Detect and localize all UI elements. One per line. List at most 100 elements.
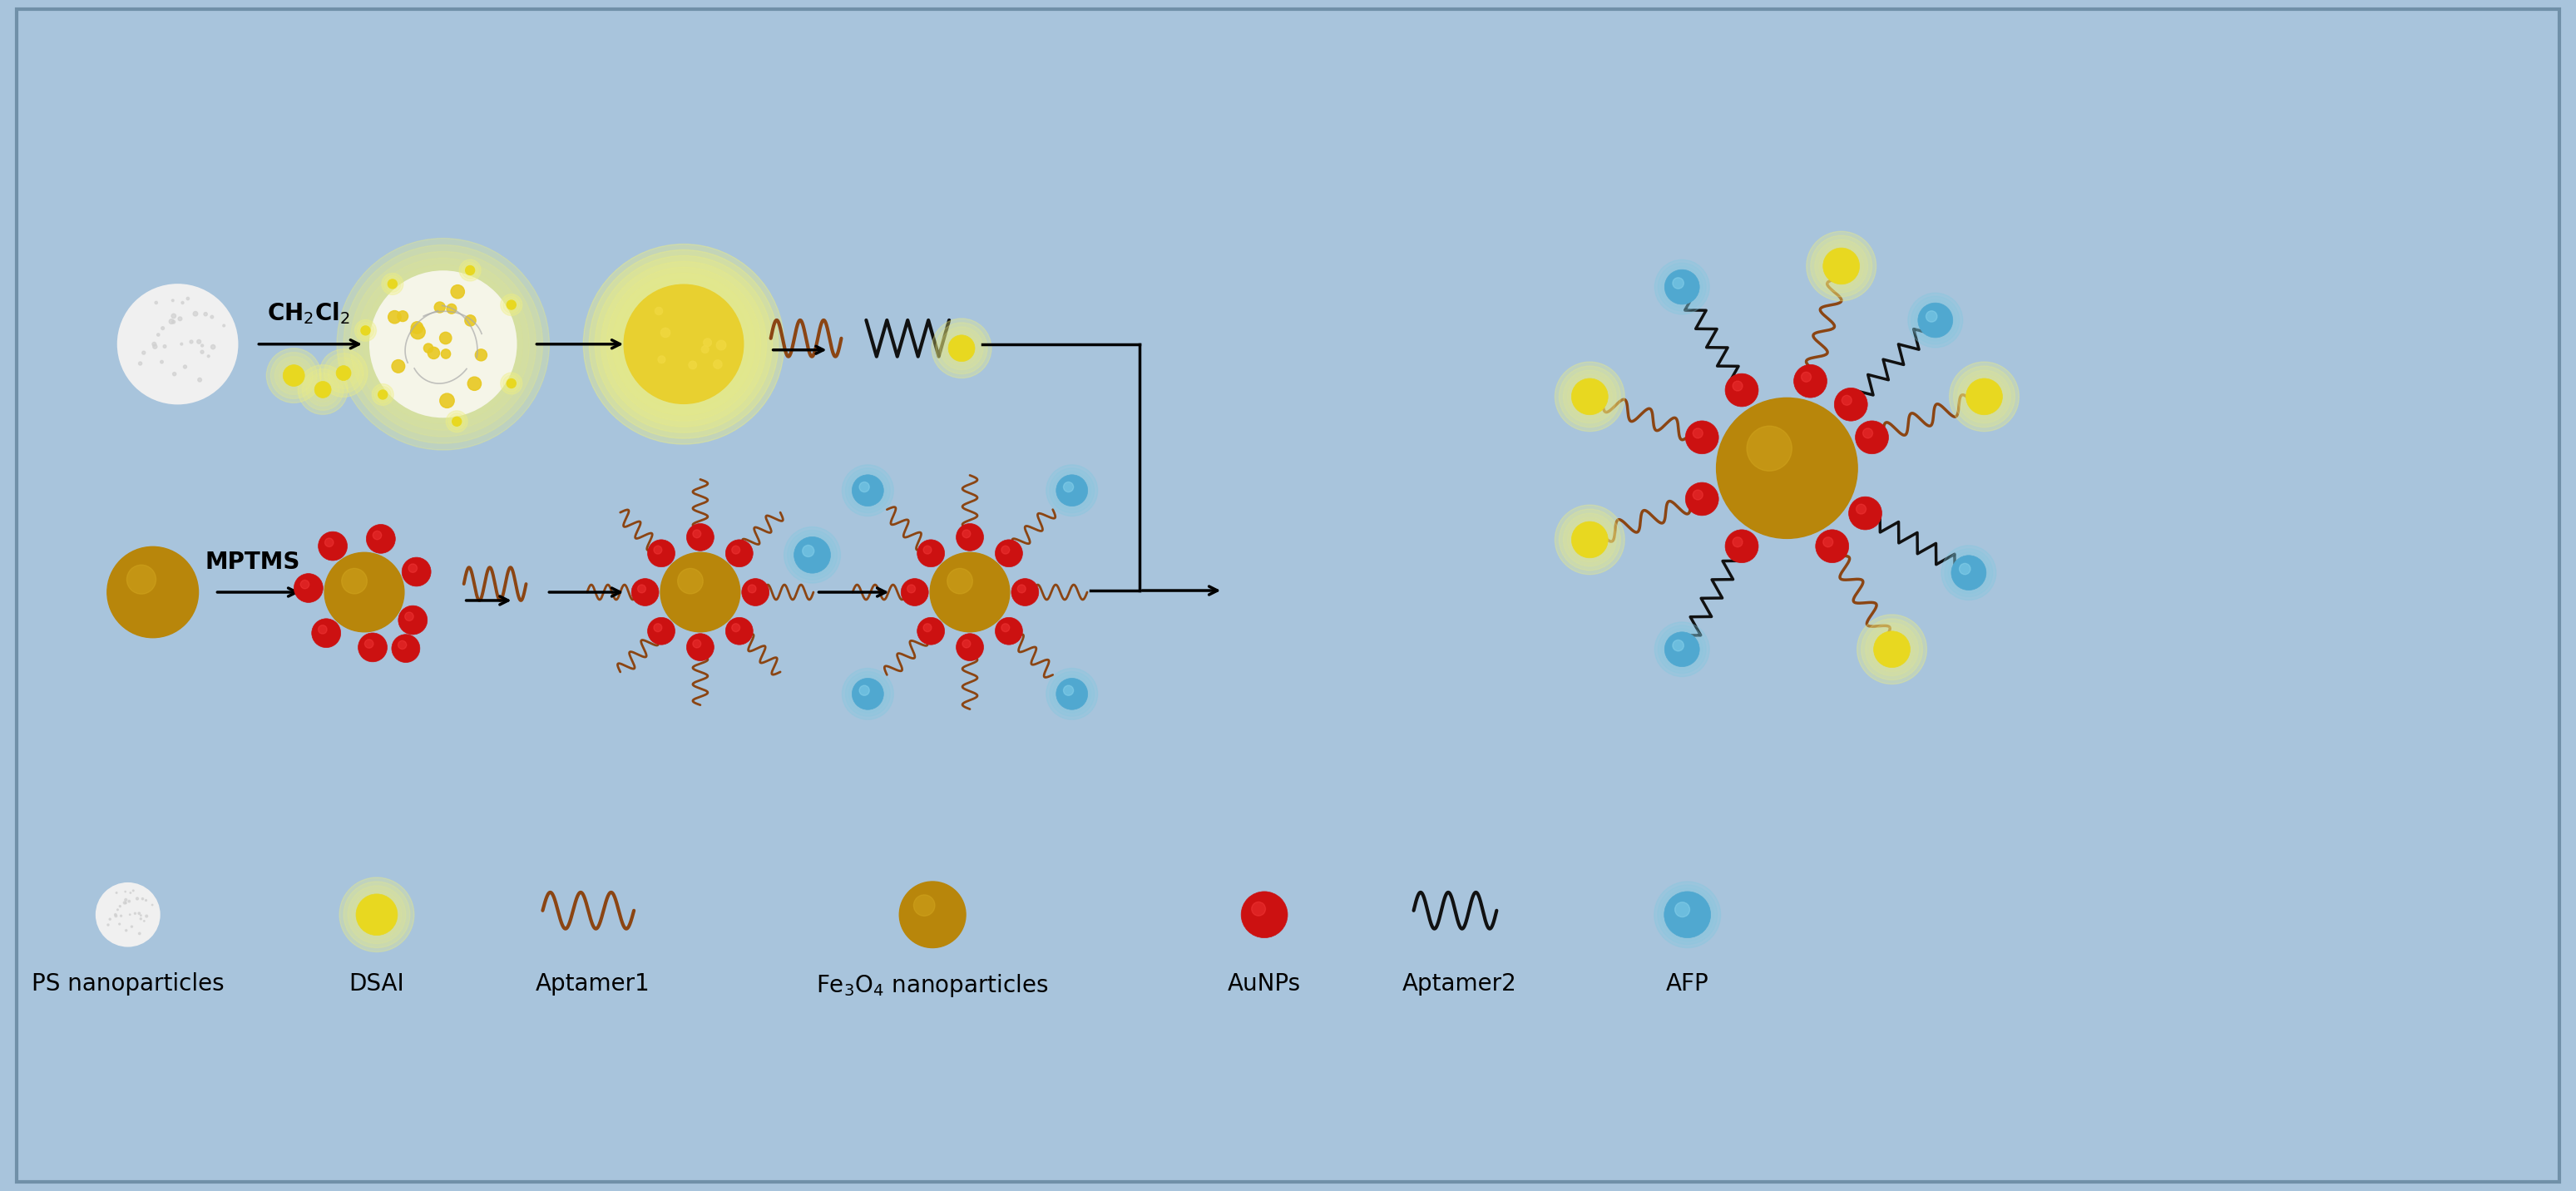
Circle shape <box>701 345 708 353</box>
Circle shape <box>446 411 469 432</box>
Circle shape <box>647 540 675 567</box>
Circle shape <box>1947 553 1989 593</box>
Circle shape <box>276 356 312 394</box>
Circle shape <box>1662 267 1703 307</box>
Circle shape <box>402 557 430 586</box>
Circle shape <box>1816 530 1850 563</box>
Circle shape <box>788 530 837 580</box>
Circle shape <box>319 625 327 634</box>
Circle shape <box>399 641 407 649</box>
Circle shape <box>945 331 979 366</box>
Circle shape <box>1571 379 1607 414</box>
Circle shape <box>1046 668 1097 719</box>
Circle shape <box>948 568 974 594</box>
Circle shape <box>211 316 214 318</box>
Circle shape <box>907 585 914 593</box>
Circle shape <box>1819 244 1862 288</box>
Circle shape <box>507 379 515 388</box>
Circle shape <box>152 342 157 347</box>
Circle shape <box>299 364 348 414</box>
Circle shape <box>162 326 165 330</box>
Circle shape <box>1685 482 1718 516</box>
Circle shape <box>657 356 665 363</box>
Text: AFP: AFP <box>1667 973 1708 996</box>
Circle shape <box>358 632 386 662</box>
Circle shape <box>659 328 670 337</box>
Circle shape <box>1002 624 1010 631</box>
Circle shape <box>582 244 783 444</box>
Circle shape <box>319 349 368 397</box>
Circle shape <box>654 545 662 554</box>
Circle shape <box>451 285 464 299</box>
Circle shape <box>386 279 399 289</box>
Circle shape <box>265 348 322 403</box>
Circle shape <box>108 547 198 637</box>
Circle shape <box>422 343 433 353</box>
Circle shape <box>446 304 456 313</box>
Circle shape <box>860 686 868 696</box>
Circle shape <box>693 530 701 538</box>
Circle shape <box>358 323 374 338</box>
Circle shape <box>152 344 157 349</box>
Circle shape <box>922 545 933 554</box>
Circle shape <box>392 635 420 662</box>
Circle shape <box>1558 509 1620 570</box>
Circle shape <box>363 264 523 424</box>
Circle shape <box>361 326 371 335</box>
Circle shape <box>688 634 714 661</box>
Circle shape <box>842 464 894 516</box>
Circle shape <box>170 319 173 324</box>
Circle shape <box>1850 497 1883 530</box>
Circle shape <box>142 351 144 355</box>
Circle shape <box>853 475 884 506</box>
Circle shape <box>1692 429 1703 438</box>
Circle shape <box>1662 888 1713 941</box>
Circle shape <box>204 312 206 316</box>
Circle shape <box>801 545 814 557</box>
Circle shape <box>623 285 744 404</box>
Circle shape <box>507 300 515 310</box>
Circle shape <box>1012 579 1038 606</box>
Circle shape <box>1942 545 1996 600</box>
Circle shape <box>1558 366 1620 428</box>
Circle shape <box>1842 395 1852 405</box>
Circle shape <box>933 318 992 378</box>
Circle shape <box>178 317 183 320</box>
Circle shape <box>1664 632 1700 667</box>
Circle shape <box>118 285 237 404</box>
Circle shape <box>940 326 984 369</box>
Circle shape <box>1242 892 1288 937</box>
Circle shape <box>1252 902 1265 916</box>
Circle shape <box>340 878 415 952</box>
Circle shape <box>155 301 157 304</box>
Circle shape <box>1953 366 2014 428</box>
Circle shape <box>366 640 374 648</box>
Circle shape <box>956 634 984 661</box>
Circle shape <box>618 279 750 410</box>
Circle shape <box>1855 420 1888 454</box>
Circle shape <box>902 579 927 606</box>
Circle shape <box>1958 370 2012 423</box>
Circle shape <box>343 881 410 948</box>
Circle shape <box>716 341 726 350</box>
Circle shape <box>963 530 971 538</box>
Text: DSAI: DSAI <box>348 973 404 996</box>
Circle shape <box>1793 364 1826 398</box>
Circle shape <box>404 612 415 621</box>
Circle shape <box>451 416 464 428</box>
Circle shape <box>605 267 760 422</box>
Circle shape <box>312 618 340 648</box>
Circle shape <box>1054 675 1092 713</box>
Circle shape <box>173 313 175 318</box>
Circle shape <box>196 339 201 344</box>
Circle shape <box>791 534 835 576</box>
Circle shape <box>319 531 348 561</box>
Circle shape <box>1726 530 1759 563</box>
Circle shape <box>1814 239 1868 293</box>
Circle shape <box>647 617 675 644</box>
Circle shape <box>201 350 204 354</box>
Circle shape <box>1656 885 1718 944</box>
Circle shape <box>355 319 376 342</box>
Circle shape <box>848 675 886 713</box>
Circle shape <box>917 617 945 644</box>
